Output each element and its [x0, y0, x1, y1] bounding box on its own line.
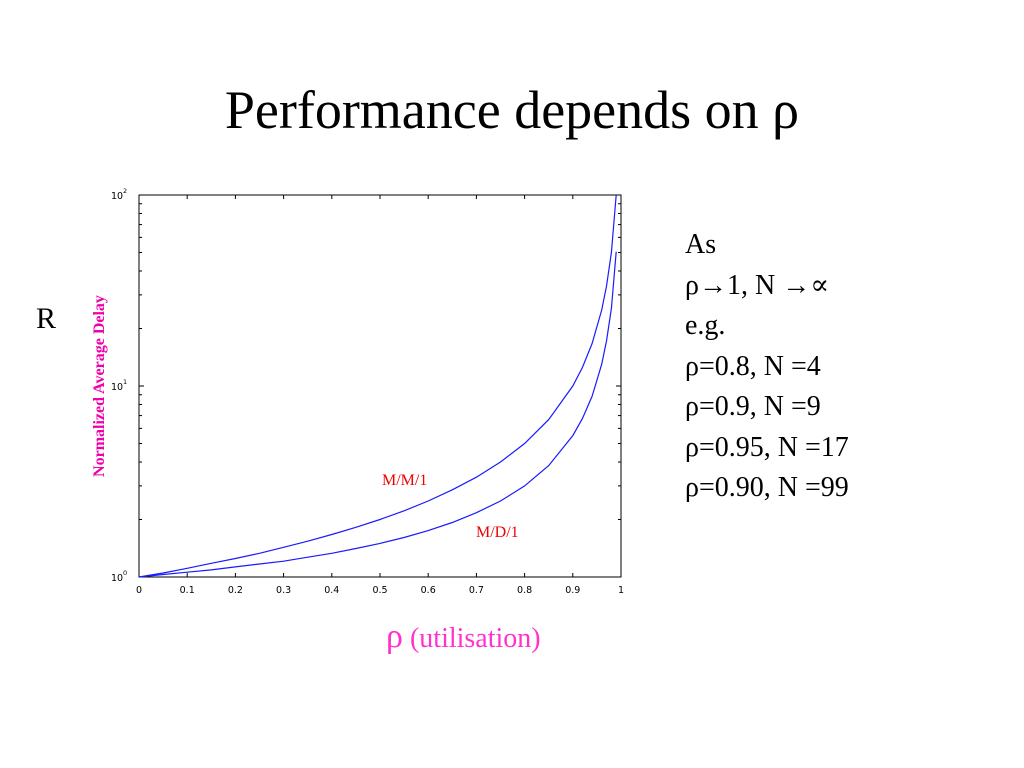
y-tick-label: 10: [111, 191, 123, 202]
x-tick-label: 0.9: [565, 585, 580, 596]
x-ticks: 0 0.1 0.2 0.3 0.4 0.5 0.6 0.7 0.8 0.9 1: [136, 195, 624, 596]
rho-symbol: ρ: [386, 618, 403, 655]
series-lines: [138, 194, 617, 578]
series-line-mm1: [138, 194, 617, 578]
series-label-mm1: M/M/1: [382, 472, 427, 489]
notes-text: As ρ→1, N →∝ e.g. ρ=0.8, N =4 ρ=0.9, N =…: [685, 225, 849, 509]
y-tick-exponent: 1: [123, 378, 127, 386]
note-line: ρ=0.95, N =17: [685, 431, 849, 463]
note-line: ρ=0.90, N =99: [685, 472, 849, 503]
y-tick-exponent: 0: [123, 569, 127, 577]
note-line: As: [685, 229, 717, 260]
x-caption-text: (utilisation): [402, 623, 541, 654]
series-label-md1: M/D/1: [476, 524, 519, 541]
series-line-md1: [138, 251, 617, 578]
y-tick-exponent: 2: [123, 187, 127, 195]
x-tick-label: 0.2: [228, 585, 243, 596]
note-line: e.g.: [685, 310, 726, 341]
note-line: ρ→1, N →∝: [685, 269, 830, 301]
slide-title: Performance depends on ρ: [224, 80, 800, 140]
x-tick-label: 0.5: [372, 585, 387, 596]
x-tick-label: 0: [136, 585, 142, 596]
x-tick-label: 0.7: [469, 585, 484, 596]
x-tick-label: 1: [618, 585, 624, 596]
r-axis-label: R: [36, 302, 57, 335]
y-axis-label: Normalized Average Delay: [91, 295, 108, 477]
x-tick-label: 0.3: [276, 585, 291, 596]
x-tick-label: 0.1: [180, 585, 195, 596]
x-axis-caption: ρ (utilisation): [386, 620, 541, 656]
note-line: ρ=0.9, N =9: [685, 391, 821, 422]
x-tick-label: 0.8: [517, 585, 532, 596]
x-tick-label: 0.6: [421, 585, 436, 596]
x-tick-label: 0.4: [324, 585, 339, 596]
note-line: ρ=0.8, N =4: [685, 350, 821, 382]
y-tick-label: 10: [111, 382, 123, 393]
y-tick-label: 10: [111, 573, 123, 584]
